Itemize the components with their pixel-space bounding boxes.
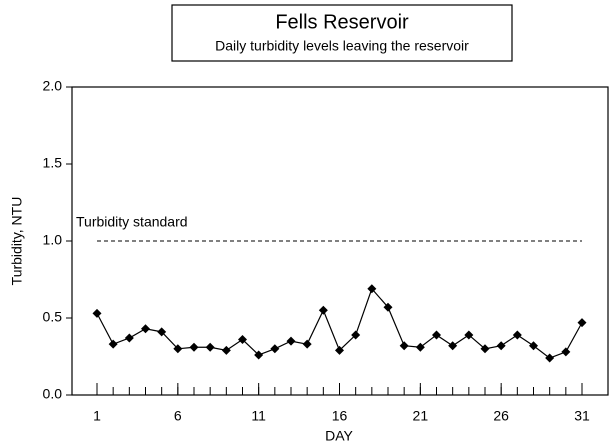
data-point (221, 345, 231, 355)
data-point (399, 341, 409, 351)
data-point (577, 318, 587, 328)
data-point (335, 345, 344, 355)
data-point (286, 336, 296, 346)
data-point (480, 344, 490, 354)
data-point (108, 339, 118, 349)
data-point (141, 324, 150, 334)
y-tick-label: 2.0 (43, 78, 63, 94)
reference-label: Turbidity standard (76, 214, 188, 230)
data-point (512, 330, 522, 340)
y-tick-label: 1.5 (43, 155, 63, 171)
x-tick-label: 1 (93, 408, 101, 424)
chart-subtitle: Daily turbidity levels leaving the reser… (215, 38, 469, 54)
data-point (189, 342, 199, 352)
y-tick-label: 0.5 (43, 309, 63, 325)
chart-title: Fells Reservoir (275, 11, 409, 33)
y-tick-label: 0.0 (43, 386, 63, 402)
y-axis-label: Turbidity, NTU (9, 197, 25, 286)
data-point (318, 305, 328, 315)
data-point (124, 333, 134, 343)
data-point (157, 327, 167, 337)
data-point (464, 330, 474, 340)
data-point (561, 347, 571, 357)
data-point (238, 335, 247, 345)
data-point (92, 308, 102, 318)
x-tick-label: 11 (251, 408, 266, 424)
y-tick-label: 1.0 (43, 232, 63, 248)
data-point (415, 342, 425, 352)
data-point (367, 284, 377, 294)
title-box (171, 4, 513, 62)
x-tick-label: 6 (174, 408, 182, 424)
data-point (545, 353, 555, 363)
data-point (205, 342, 215, 352)
data-point (529, 341, 538, 351)
x-tick-label: 31 (574, 408, 590, 424)
data-point (383, 302, 393, 312)
x-tick-label: 21 (413, 408, 429, 424)
data-point (432, 330, 441, 340)
data-point (351, 330, 361, 340)
data-point (302, 339, 312, 349)
x-tick-label: 16 (332, 408, 348, 424)
data-point (448, 341, 458, 351)
x-tick-label: 26 (493, 408, 509, 424)
x-axis-label: DAY (325, 428, 353, 444)
data-point (496, 341, 506, 351)
data-point (254, 350, 264, 360)
data-point (270, 344, 280, 354)
data-point (173, 344, 183, 354)
